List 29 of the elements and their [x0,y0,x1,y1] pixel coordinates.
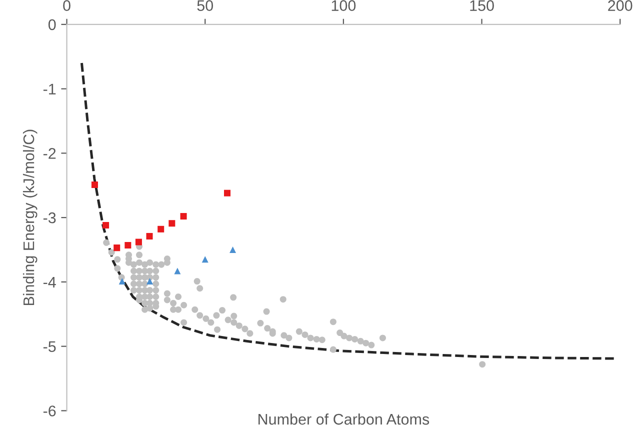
point [202,256,208,263]
point [146,232,153,240]
point [174,268,181,274]
point [124,242,132,248]
y-tick-label: 0 [48,19,56,30]
point [230,246,236,254]
point [102,222,110,229]
x-tick-label: 100 [332,0,356,11]
point [91,181,98,188]
x-tick-label: 0 [63,0,70,11]
y-tick-label: -3 [43,212,56,224]
point [168,220,176,227]
point [180,213,187,220]
y-axis-title: Binding Energy (kJ/mol/C) [22,130,38,306]
point [146,278,154,285]
x-tick-label: 50 [197,0,214,11]
x-axis-title: Number of Carbon Atoms [258,413,430,425]
point [135,238,142,246]
point [158,226,164,232]
x-tick-label: 150 [470,0,494,11]
y-tick-label: -6 [43,406,56,416]
point [114,244,120,252]
x-tick-label: 200 [608,0,632,11]
y-tick-label: -5 [43,341,56,352]
y-tick-label: -2 [43,148,56,159]
point [224,190,230,196]
point [118,278,126,285]
y-tick-label: -4 [43,276,56,288]
y-tick-label: -1 [43,84,56,94]
